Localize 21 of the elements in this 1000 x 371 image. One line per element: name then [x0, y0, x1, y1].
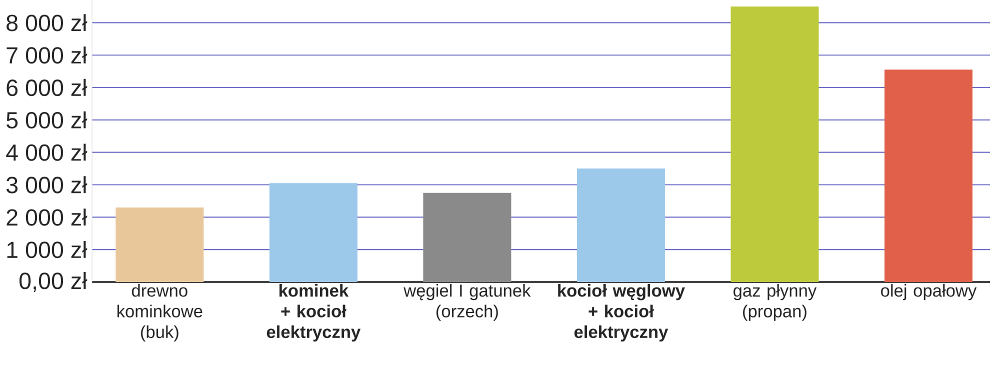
- bar: [423, 192, 512, 282]
- y-tick-label: 7 000 zł: [6, 46, 88, 64]
- x-tick-label: drewno kominkowe (buk): [117, 284, 202, 342]
- bar: [730, 6, 819, 282]
- x-tick-label: kominek + kocioł elektryczny: [266, 284, 361, 342]
- x-tick-label: węgiel I gatunek (orzech): [404, 284, 531, 321]
- bar: [116, 207, 204, 282]
- x-tick-label: kocioł węglowy + kocioł elektryczny: [558, 284, 685, 342]
- y-tick-label: 3 000 zł: [6, 176, 88, 194]
- y-tick-label: 1 000 zł: [7, 241, 88, 258]
- x-tick-label: olej opałowy: [881, 284, 977, 300]
- bar: [884, 70, 972, 282]
- y-tick-label: 8 000 zł: [6, 14, 88, 32]
- x-tick-label: gaz płynny (propan): [734, 284, 817, 321]
- y-tick-label: 0,00 zł: [19, 272, 88, 292]
- y-tick-label: 6 000 zł: [6, 78, 88, 96]
- y-tick-label: 4 000 zł: [6, 144, 88, 161]
- y-tick-label: 5 000 zł: [6, 111, 88, 128]
- y-tick-label: 2 000 zł: [6, 208, 88, 226]
- bar: [269, 183, 358, 282]
- bar: [576, 168, 665, 282]
